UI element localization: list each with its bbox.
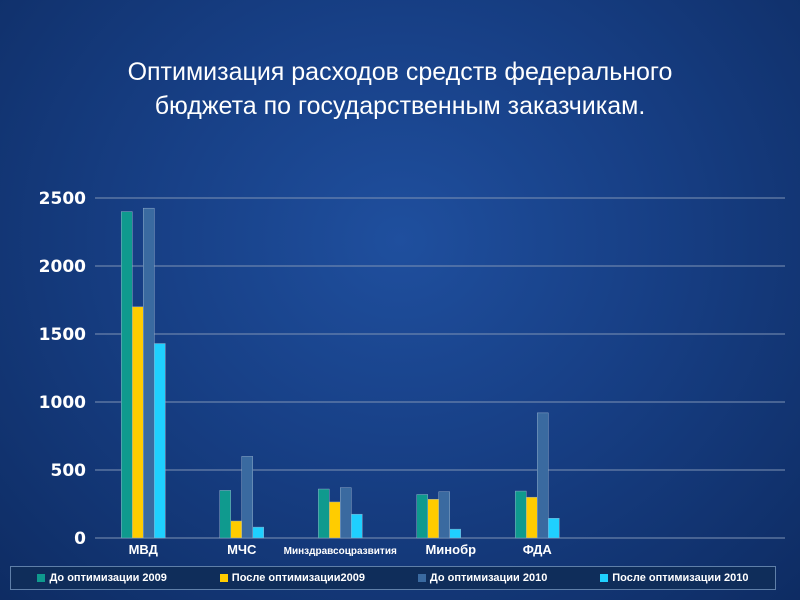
legend-item: После оптимизации 2010 [600, 572, 749, 584]
legend-label: После оптимизации 2010 [612, 572, 749, 584]
bar [154, 343, 166, 539]
title-line-2: бюджета по государственным заказчикам. [154, 92, 646, 120]
y-tick-label: 0 [74, 529, 86, 549]
bar [449, 528, 461, 539]
bar [143, 207, 155, 539]
title-line-1: Оптимизация расходов средств федеральног… [127, 58, 673, 86]
bar [219, 490, 231, 539]
y-tick-label: 2000 [39, 257, 86, 277]
y-tick-label: 500 [51, 461, 87, 481]
bar [351, 513, 363, 539]
chart-title: Оптимизация расходов средств федеральног… [0, 55, 800, 123]
bar [340, 487, 352, 539]
legend-swatch [417, 574, 426, 582]
legend-label: После оптимизации2009 [231, 572, 366, 584]
bar [132, 306, 144, 539]
bar [318, 488, 330, 539]
legend-label: До оптимизации 2009 [49, 572, 167, 584]
bar [526, 496, 538, 539]
legend-label: До оптимизации 2010 [429, 572, 548, 584]
legend-swatch [219, 574, 228, 582]
bar [427, 498, 439, 539]
x-tick-label: Минздравсоцразвития [284, 546, 397, 557]
bar [515, 490, 527, 539]
legend-swatch [37, 574, 46, 582]
bar [252, 526, 264, 539]
bar [438, 491, 450, 539]
y-tick-label: 2500 [39, 189, 86, 209]
bar [329, 501, 341, 539]
legend-item: До оптимизации 2010 [417, 572, 548, 584]
legend-swatch [600, 574, 609, 582]
y-tick-label: 1000 [39, 393, 86, 413]
legend: До оптимизации 2009 После оптимизации2009… [10, 566, 776, 590]
bar [121, 211, 133, 539]
legend-item: После оптимизации2009 [219, 572, 366, 584]
bar [548, 518, 560, 539]
y-tick-label: 1500 [39, 325, 86, 345]
bar [241, 456, 253, 539]
bar [416, 494, 428, 539]
bar [537, 412, 549, 539]
bar [230, 520, 242, 539]
legend-item: До оптимизации 2009 [37, 572, 167, 584]
x-tick-label: МЧС [227, 542, 257, 557]
x-tick-label: МВД [129, 542, 159, 557]
x-tick-label: ФДА [523, 542, 553, 557]
x-tick-label: Минобр [425, 542, 476, 557]
